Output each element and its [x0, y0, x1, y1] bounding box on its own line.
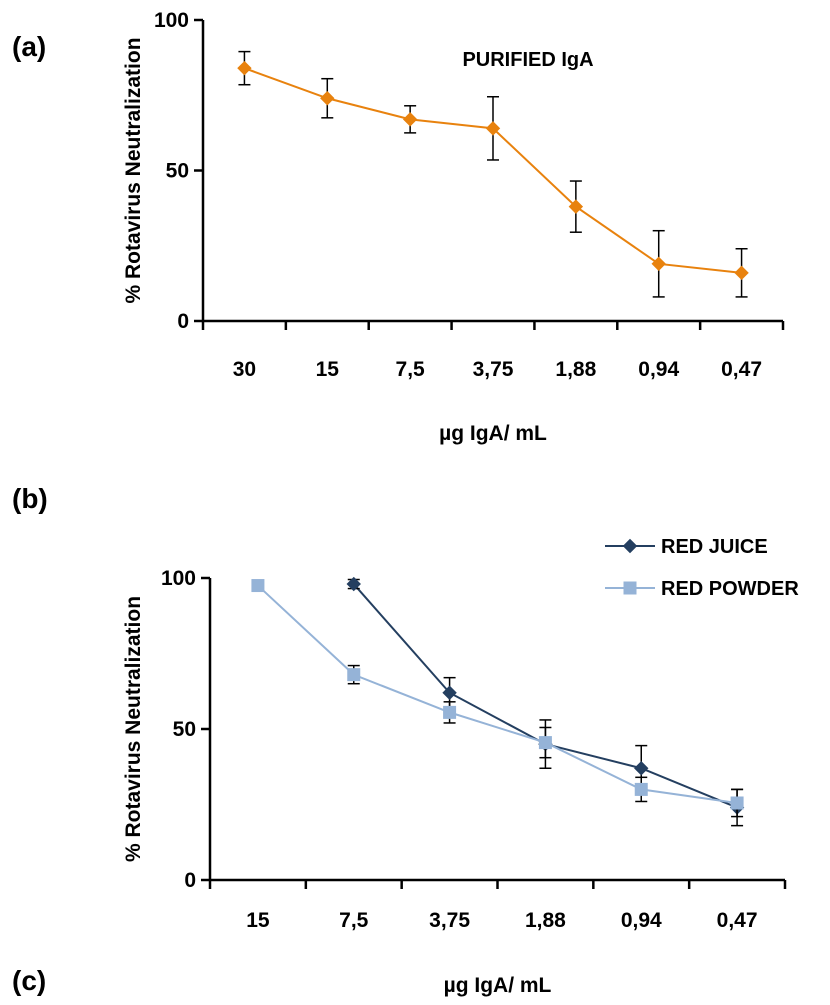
data-point	[320, 91, 335, 106]
legend-label: RED JUICE	[661, 536, 768, 558]
y-axis-title: % Rotavirus Neutralization	[122, 37, 145, 303]
data-point	[734, 265, 749, 281]
data-point	[443, 705, 457, 719]
series-line-1	[352, 583, 738, 809]
legend-marker	[623, 581, 637, 595]
legend-marker	[622, 538, 638, 554]
panel-label-a: (a)	[12, 31, 46, 62]
x-tick-label: 3,75	[429, 909, 470, 932]
data-point	[485, 121, 501, 136]
data-point	[346, 576, 361, 592]
y-tick-label: 0	[184, 869, 196, 892]
x-tick-label: 15	[246, 909, 270, 932]
x-axis-title: µg IgA/ mL	[444, 974, 552, 997]
y-axis-title: % Rotavirus Neutralization	[122, 596, 145, 862]
y-tick-label: 100	[161, 567, 196, 590]
legend-label: RED POWDER	[661, 578, 799, 600]
y-tick-label: 50	[166, 160, 189, 183]
x-axis-title: µg IgA/ mL	[439, 422, 547, 445]
data-point	[347, 668, 361, 682]
chart-annotation: PURIFIED IgA	[462, 49, 593, 71]
data-point	[402, 112, 418, 127]
y-tick-label: 100	[154, 9, 189, 32]
x-tick-label: 1,88	[555, 358, 596, 381]
data-point	[634, 782, 648, 796]
x-tick-label: 30	[233, 358, 256, 381]
data-point	[730, 796, 744, 810]
x-tick-label: 0,47	[717, 909, 758, 932]
x-tick-label: 15	[316, 358, 340, 381]
y-tick-label: 50	[173, 718, 196, 741]
data-point	[568, 199, 584, 214]
x-tick-label: 0,47	[721, 358, 762, 381]
chart-a: 0 50 100 30 15 7,5 3,75 1,88 0,94 0,47 µg IgA/ mL%…	[122, 9, 785, 445]
data-point	[237, 60, 252, 76]
x-tick-label: 0,94	[638, 358, 679, 381]
data-point	[651, 256, 666, 272]
y-tick-label: 0	[177, 310, 189, 333]
x-tick-label: 7,5	[339, 909, 369, 932]
x-tick-label: 0,94	[621, 909, 662, 932]
panel-label-c: (c)	[12, 965, 46, 996]
data-point	[634, 761, 649, 776]
panel-label-b: (b)	[12, 483, 48, 514]
data-point	[251, 579, 265, 593]
x-tick-label: 3,75	[473, 358, 514, 381]
chart-b: 0 50 100 15 7,5 3,75 1,88 0,94 0,47 µg IgA/ mL % R…	[122, 536, 799, 997]
series-line-2	[257, 584, 738, 804]
x-tick-label: 7,5	[396, 358, 426, 381]
x-tick-label: 1,88	[525, 909, 566, 932]
data-point	[442, 685, 457, 700]
data-point	[538, 736, 552, 750]
